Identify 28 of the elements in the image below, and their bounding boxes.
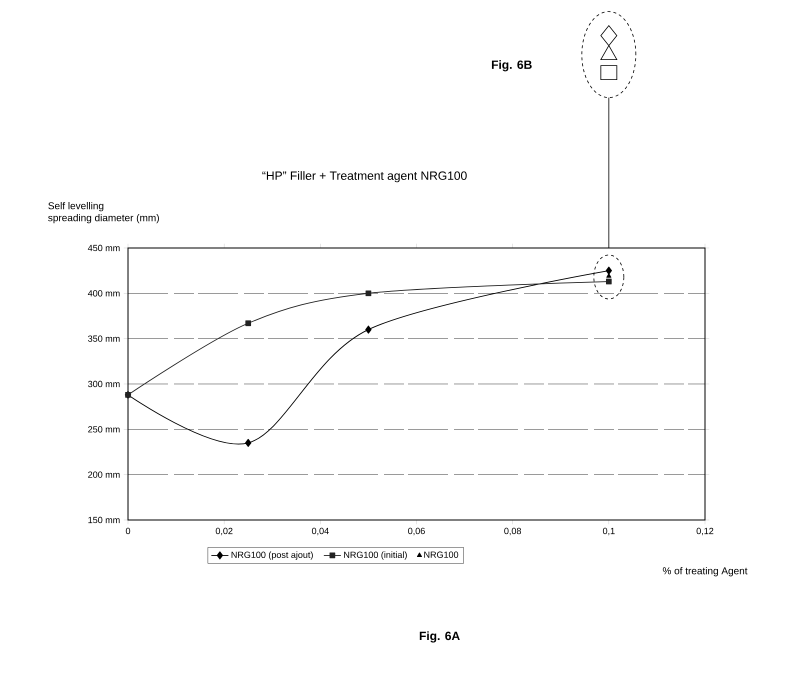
y-axis-title: Self levelling spreading diameter (mm) — [48, 202, 159, 224]
x-tick-label: 0,08 — [504, 528, 522, 536]
legend-label: NRG100 (post ajout) — [232, 551, 313, 560]
y-tick-label: 300 mm — [88, 380, 120, 388]
point — [606, 278, 612, 284]
y-tick-label: 450 mm — [88, 244, 120, 252]
y-tick-label: 250 mm — [88, 426, 120, 433]
point — [245, 438, 252, 447]
y-tick-label: 200 mm — [88, 471, 120, 478]
point — [606, 266, 612, 275]
x-tick-label: 0 — [126, 528, 130, 534]
point — [366, 290, 372, 296]
caption: Fig. 6A — [420, 631, 460, 643]
x-tick-label: 0,06 — [408, 528, 425, 536]
y-tick-label: 400 mm — [88, 290, 120, 297]
chart-title: “HP” Filler + Treatment agent NRG100 — [262, 171, 467, 182]
x-tick-label: 0,02 — [216, 528, 232, 536]
legend-label: NRG100 — [424, 552, 458, 558]
x-axis-title: % of treating Agent — [662, 567, 748, 576]
y-tick-label: 150 mm — [88, 516, 120, 524]
x-tick-label: 0,04 — [312, 528, 329, 536]
legend-label: NRG100 (initial) — [344, 551, 407, 560]
x-tick-label: 0,1 — [602, 528, 615, 536]
caption: Fig. 6B — [492, 60, 532, 72]
y-tick-label: 350 mm — [88, 335, 120, 342]
point — [365, 326, 372, 334]
x-tick-label: 0,12 — [696, 528, 714, 536]
point — [245, 320, 252, 326]
